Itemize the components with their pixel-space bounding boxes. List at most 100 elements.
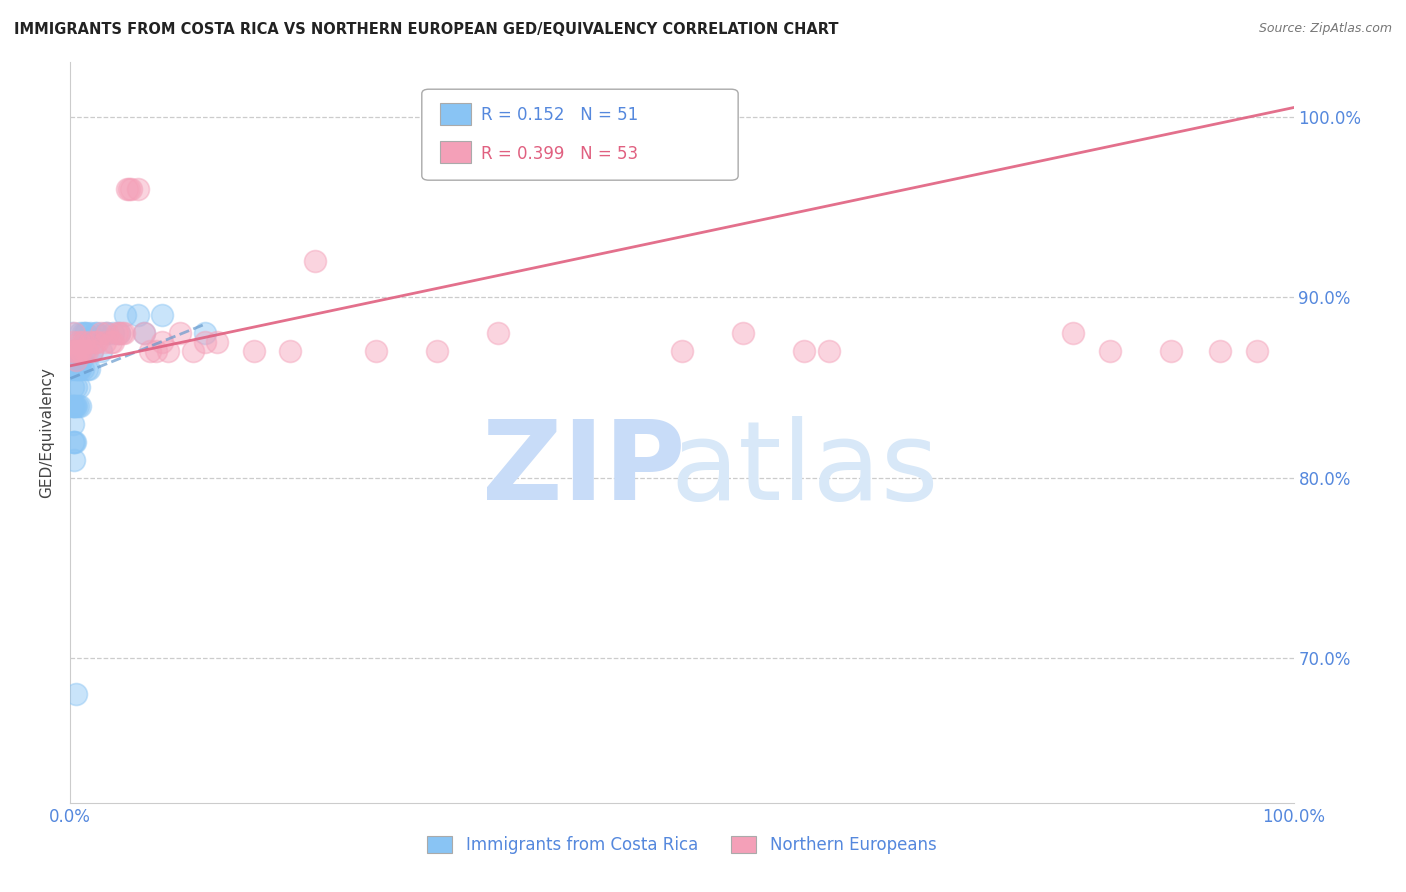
Point xyxy=(65,380,87,394)
Point xyxy=(60,344,83,359)
Point xyxy=(1099,344,1122,359)
Point xyxy=(145,344,167,359)
Point xyxy=(243,344,266,359)
Point xyxy=(72,326,94,341)
Point xyxy=(79,335,101,350)
Point xyxy=(79,326,101,341)
Point xyxy=(69,362,91,376)
Point xyxy=(82,344,104,359)
Point xyxy=(62,399,84,413)
Point xyxy=(127,308,149,322)
Point xyxy=(733,326,755,341)
Point xyxy=(111,326,134,341)
Point xyxy=(304,254,326,268)
Y-axis label: GED/Equivalency: GED/Equivalency xyxy=(39,368,55,498)
Point xyxy=(150,308,173,322)
Text: IMMIGRANTS FROM COSTA RICA VS NORTHERN EUROPEAN GED/EQUIVALENCY CORRELATION CHAR: IMMIGRANTS FROM COSTA RICA VS NORTHERN E… xyxy=(14,22,838,37)
Point xyxy=(62,417,84,431)
Point xyxy=(72,335,94,350)
Point xyxy=(93,335,115,350)
Point xyxy=(63,434,86,449)
Point xyxy=(63,434,86,449)
Point xyxy=(112,326,135,341)
Point xyxy=(139,344,162,359)
Point xyxy=(127,182,149,196)
Point xyxy=(75,326,97,341)
Point xyxy=(101,326,124,341)
Point xyxy=(63,452,86,467)
Point xyxy=(63,326,86,341)
Point xyxy=(114,308,136,322)
Point xyxy=(65,688,87,702)
Legend: Immigrants from Costa Rica, Northern Europeans: Immigrants from Costa Rica, Northern Eur… xyxy=(420,830,943,861)
Point xyxy=(70,353,93,368)
Point xyxy=(67,362,90,376)
Point xyxy=(76,362,98,376)
Point xyxy=(66,344,89,359)
Point xyxy=(194,326,217,341)
Text: R = 0.399   N = 53: R = 0.399 N = 53 xyxy=(481,145,638,162)
Point xyxy=(63,344,86,359)
Point xyxy=(65,353,87,368)
Point xyxy=(60,344,83,359)
Point xyxy=(63,399,86,413)
Point xyxy=(181,344,204,359)
Point xyxy=(121,182,143,196)
Point xyxy=(150,335,173,350)
Point xyxy=(69,344,91,359)
Point xyxy=(93,326,115,341)
Point xyxy=(100,335,122,350)
Point xyxy=(108,326,131,341)
Point xyxy=(65,399,87,413)
Point xyxy=(205,335,228,350)
Point xyxy=(118,182,141,196)
Point xyxy=(73,326,96,341)
Point xyxy=(96,326,118,341)
Point xyxy=(194,335,217,350)
Point xyxy=(63,362,86,376)
Point xyxy=(60,362,83,376)
Point xyxy=(67,335,90,350)
Point xyxy=(77,362,100,376)
Point xyxy=(60,326,83,341)
Point xyxy=(1246,344,1268,359)
Point xyxy=(62,380,84,394)
Point xyxy=(67,380,90,394)
Point xyxy=(132,326,155,341)
Point xyxy=(83,335,105,350)
Point xyxy=(76,344,98,359)
Point xyxy=(86,335,108,350)
Point xyxy=(69,344,91,359)
Point xyxy=(280,344,302,359)
Point xyxy=(101,335,124,350)
Point xyxy=(65,362,87,376)
Point xyxy=(90,326,112,341)
Point xyxy=(108,326,131,341)
Point xyxy=(115,182,138,196)
Point xyxy=(72,362,94,376)
Point xyxy=(817,344,839,359)
Point xyxy=(73,344,96,359)
Point xyxy=(1160,344,1182,359)
Point xyxy=(69,326,91,341)
Point xyxy=(83,326,105,341)
Point xyxy=(62,335,84,350)
Point xyxy=(1062,326,1084,341)
Text: atlas: atlas xyxy=(671,417,938,523)
Point xyxy=(1209,344,1232,359)
Point xyxy=(132,326,155,341)
Point xyxy=(67,344,90,359)
Point xyxy=(63,399,86,413)
Text: Source: ZipAtlas.com: Source: ZipAtlas.com xyxy=(1258,22,1392,36)
Point xyxy=(86,326,108,341)
Point xyxy=(66,344,89,359)
Point xyxy=(66,399,89,413)
Point xyxy=(66,362,89,376)
Point xyxy=(366,344,388,359)
Point xyxy=(60,399,83,413)
Point xyxy=(73,344,96,359)
Point xyxy=(157,344,180,359)
Point xyxy=(488,326,510,341)
Point xyxy=(62,434,84,449)
Point xyxy=(793,344,815,359)
